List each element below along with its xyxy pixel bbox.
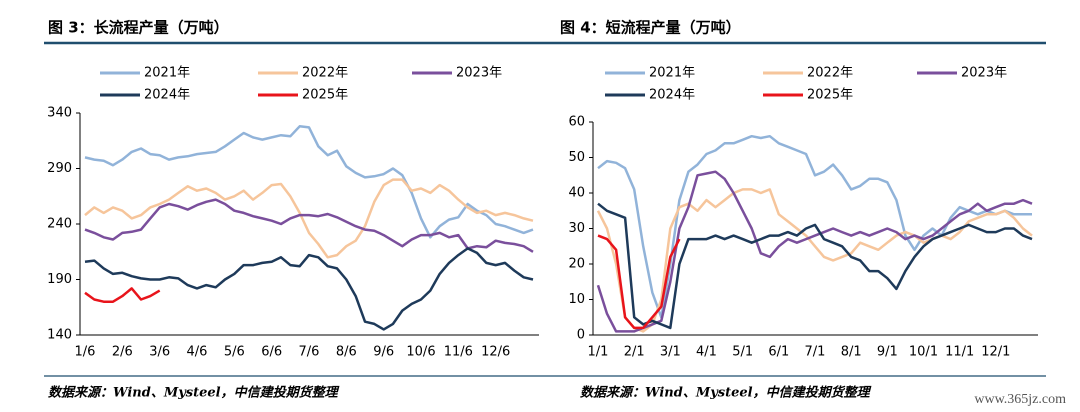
y-tick-label: 140	[47, 328, 72, 343]
x-tick-label: 7/6	[299, 345, 320, 360]
chart-title: 图 3：长流程产量（万吨）	[48, 19, 229, 37]
series-line	[596, 170, 1033, 333]
legend-label: 2025年	[302, 88, 348, 103]
x-tick-label: 3/6	[149, 345, 170, 360]
series-line	[597, 134, 1032, 319]
legend-label: 2025年	[807, 88, 853, 103]
x-tick-label: 12/6	[481, 345, 510, 360]
watermark: www.365jz.com	[974, 392, 1066, 407]
x-tick-label: 2/6	[112, 345, 133, 360]
x-tick-label: 8/6	[336, 345, 357, 360]
x-tick-label: 5/6	[224, 345, 245, 360]
x-tick-label: 3/1	[660, 345, 681, 360]
series-line	[84, 125, 534, 239]
legend-label: 2021年	[144, 66, 190, 81]
x-tick-label: 1/6	[75, 345, 96, 360]
source-note: 数据来源：Wind、Mysteel，中信建投期货整理	[580, 385, 872, 401]
y-tick-label: 10	[568, 292, 585, 307]
legend-label: 2021年	[649, 66, 695, 81]
legend-label: 2022年	[302, 66, 348, 81]
series-line	[597, 202, 1033, 330]
x-tick-label: 11/6	[444, 345, 473, 360]
x-tick-label: 4/1	[696, 345, 717, 360]
series-line	[84, 247, 534, 331]
x-tick-label: 8/1	[841, 345, 862, 360]
series-line	[84, 198, 534, 253]
series-line	[596, 188, 1033, 333]
y-tick-label: 40	[568, 186, 585, 201]
source-note: 数据来源：Wind、Mysteel，中信建投期货整理	[48, 385, 340, 401]
legend-label: 2023年	[456, 66, 502, 81]
x-tick-label: 9/1	[877, 345, 898, 360]
x-tick-label: 7/1	[805, 345, 826, 360]
series-line	[84, 178, 534, 259]
x-tick-label: 10/1	[909, 345, 938, 360]
x-tick-label: 11/1	[945, 345, 974, 360]
chart-title: 图 4：短流程产量（万吨）	[560, 19, 741, 37]
legend-label: 2023年	[961, 66, 1007, 81]
y-tick-label: 50	[568, 150, 585, 165]
x-tick-label: 1/1	[588, 345, 609, 360]
x-tick-label: 12/1	[981, 345, 1010, 360]
x-tick-label: 10/6	[406, 345, 435, 360]
y-tick-label: 60	[568, 115, 585, 130]
x-tick-label: 6/1	[768, 345, 789, 360]
x-tick-label: 5/1	[732, 345, 753, 360]
x-tick-label: 2/1	[624, 345, 645, 360]
legend-label: 2022年	[807, 66, 853, 81]
y-tick-label: 340	[47, 106, 72, 121]
y-tick-label: 20	[568, 257, 585, 272]
y-tick-label: 30	[568, 221, 585, 236]
x-tick-label: 4/6	[187, 345, 208, 360]
y-tick-label: 190	[47, 272, 72, 287]
legend-label: 2024年	[144, 88, 190, 103]
y-tick-label: 0	[577, 328, 585, 343]
series-line	[597, 234, 681, 330]
series-line	[84, 287, 161, 303]
legend-label: 2024年	[649, 88, 695, 103]
y-tick-label: 290	[47, 161, 72, 176]
y-tick-label: 240	[47, 217, 72, 232]
x-tick-label: 9/6	[373, 345, 394, 360]
x-tick-label: 6/6	[261, 345, 282, 360]
